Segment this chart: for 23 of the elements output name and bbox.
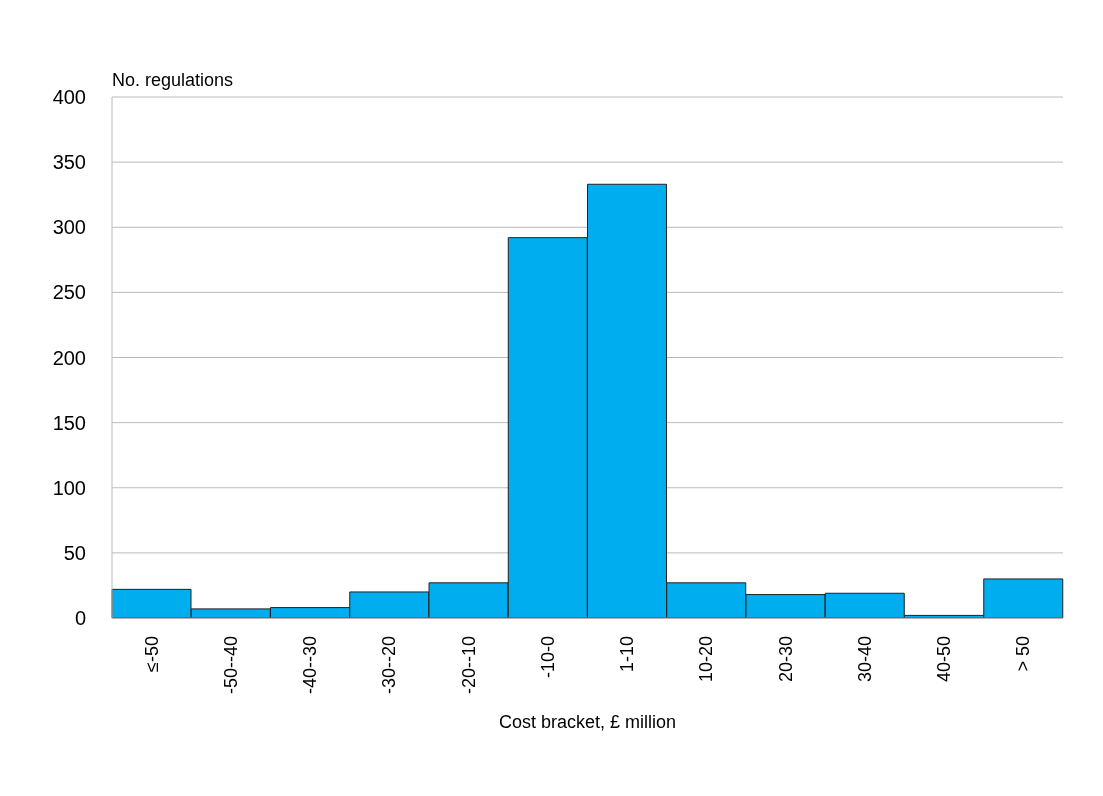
y-tick-label: 0 xyxy=(74,607,86,630)
x-tick-label: 30-40 xyxy=(854,636,875,683)
y-tick-label: 150 xyxy=(52,411,86,434)
y-tick-label: 350 xyxy=(52,151,86,174)
x-tick-label: ≤-50 xyxy=(141,636,162,672)
x-axis-title: Cost bracket, £ million xyxy=(498,712,677,732)
x-tick-label: > 50 xyxy=(1013,636,1034,672)
x-tick-label: 10-20 xyxy=(696,636,717,683)
y-tick-label: 50 xyxy=(63,541,86,564)
x-tick-label: 20-30 xyxy=(775,636,796,683)
x-tick-label: 40-50 xyxy=(934,636,955,683)
x-tick-label: -10-0 xyxy=(537,636,558,679)
x-tick-label: -20--10 xyxy=(458,636,479,695)
y-tick-label: 100 xyxy=(52,476,86,499)
x-tick-label: -30--20 xyxy=(379,636,400,695)
y-tick-label: 400 xyxy=(52,86,86,109)
x-tick-label: 1-10 xyxy=(617,636,638,673)
y-tick-label: 250 xyxy=(52,281,86,304)
y-tick-label: 200 xyxy=(52,346,86,369)
y-axis-title: No. regulations xyxy=(112,70,234,91)
y-tick-label: 300 xyxy=(52,216,86,239)
x-tick-label: -40--30 xyxy=(300,636,321,695)
x-tick-label: -50--40 xyxy=(220,636,241,695)
